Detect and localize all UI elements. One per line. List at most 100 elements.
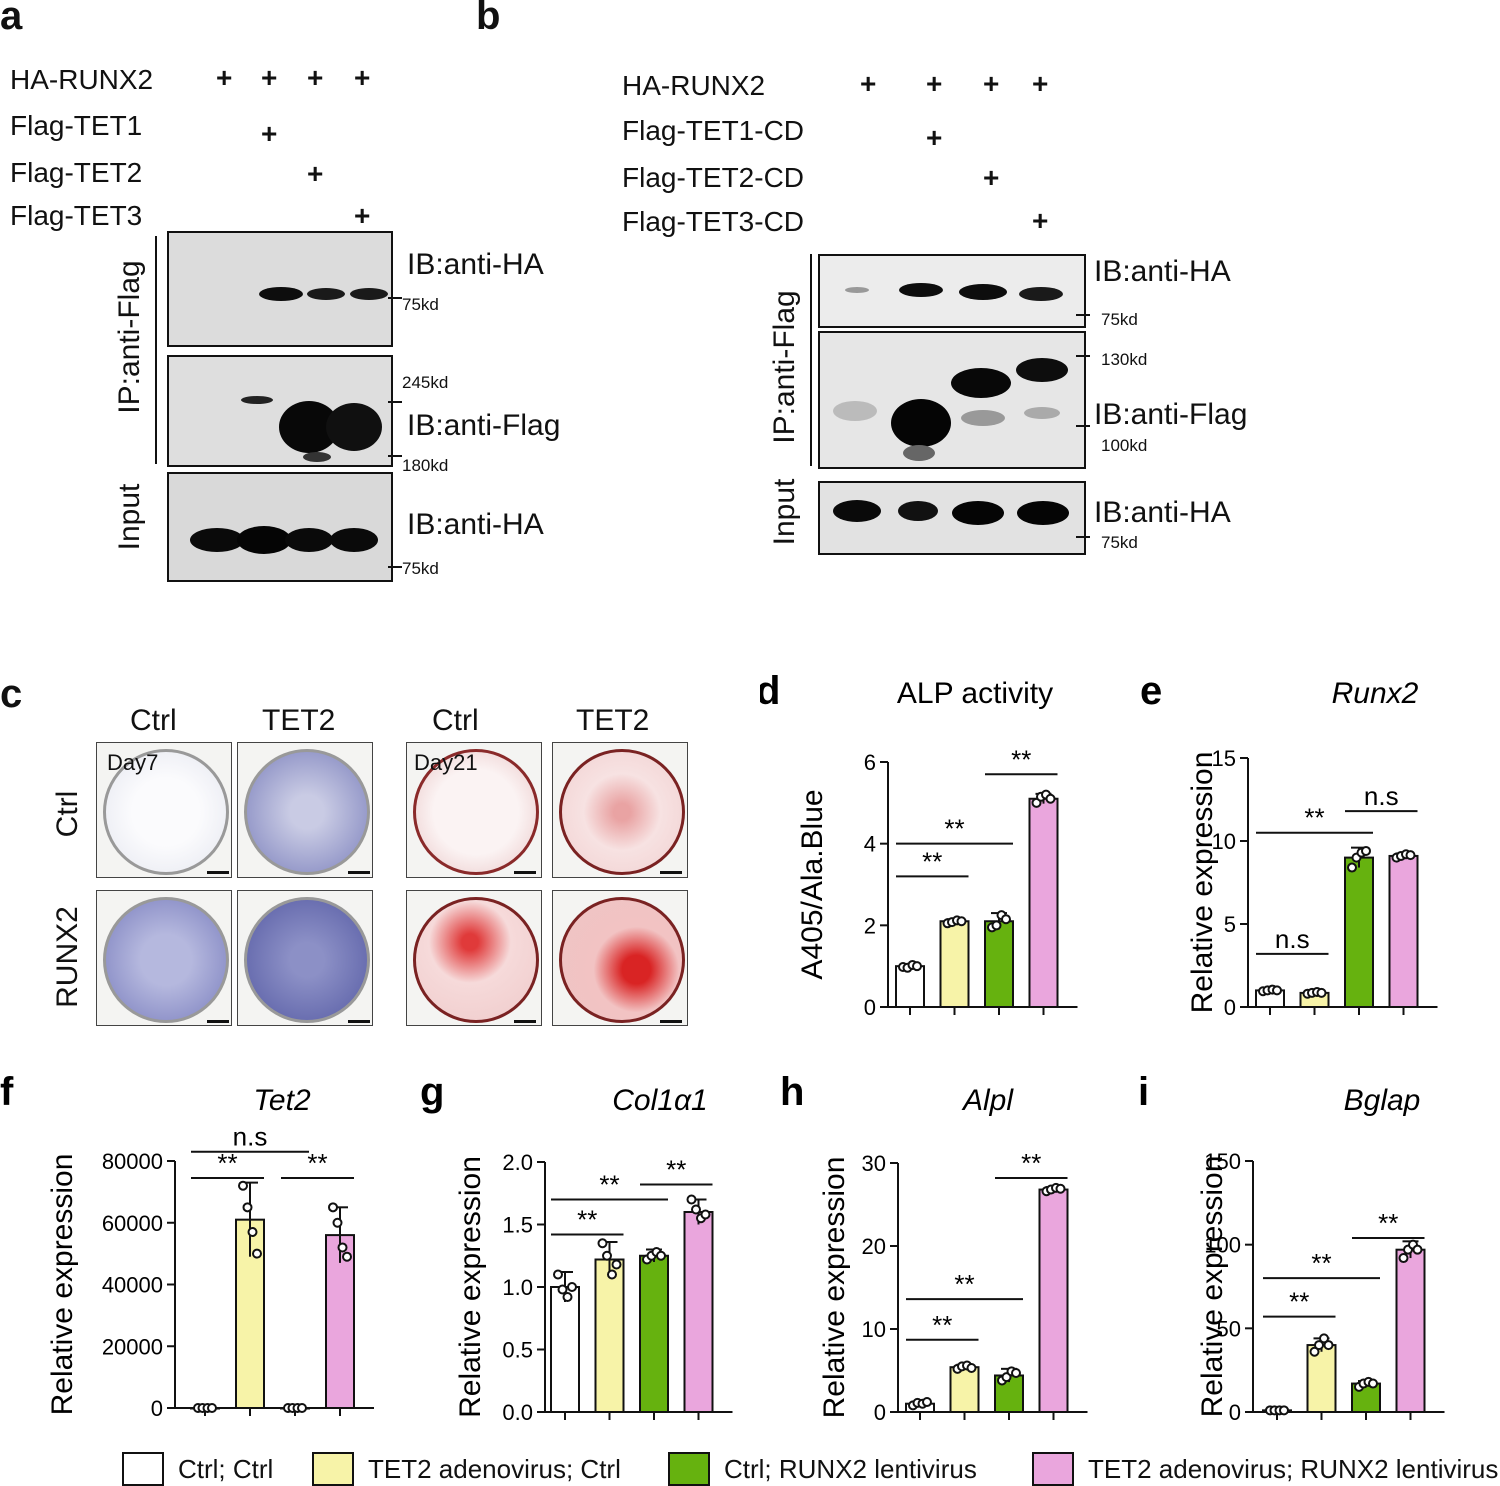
data-point xyxy=(1279,1405,1289,1416)
ib-label: IB:anti-Flag xyxy=(407,409,561,442)
day-label: Day21 xyxy=(414,750,478,775)
condition-label: Flag-TET1 xyxy=(10,110,143,141)
y-tick-label: 100 xyxy=(1204,1233,1241,1258)
plus-sign: + xyxy=(307,158,324,189)
data-point xyxy=(1316,987,1327,998)
bar xyxy=(683,1211,714,1413)
y-axis-label: Relative expression xyxy=(46,1154,79,1416)
y-axis-label: Relative expression xyxy=(454,1156,487,1418)
data-point xyxy=(1347,862,1357,873)
data-point xyxy=(611,1259,622,1270)
scale-bar xyxy=(207,871,229,874)
plus-sign: + xyxy=(216,62,233,93)
plus-sign: + xyxy=(983,162,1000,193)
bar xyxy=(594,1258,625,1413)
data-point xyxy=(207,1402,217,1413)
significance-label: ** xyxy=(1378,1208,1398,1238)
bar xyxy=(1344,856,1374,1008)
data-point xyxy=(342,1251,352,1262)
bar xyxy=(1028,797,1059,1008)
bar xyxy=(984,920,1014,1008)
panel-label: e xyxy=(1140,670,1162,713)
chart-title: Col1α1 xyxy=(612,1084,708,1117)
y-tick-label: 20 xyxy=(862,1234,886,1259)
mw-tick xyxy=(1076,355,1090,357)
bar xyxy=(1395,1248,1426,1413)
data-point xyxy=(1412,1244,1423,1255)
mw-tick xyxy=(1076,314,1090,316)
y-tick-label: 10 xyxy=(862,1317,886,1342)
ib-label: IB:anti-Flag xyxy=(1094,398,1248,431)
alizarin-stain-well xyxy=(406,742,542,878)
legend-label: Ctrl; RUNX2 lentivirus xyxy=(724,1453,977,1484)
data-point xyxy=(562,1292,573,1302)
condition-label: Flag-TET3 xyxy=(10,200,143,231)
significance-label: n.s xyxy=(1364,781,1399,811)
chart-title: Alpl xyxy=(961,1084,1014,1117)
y-tick-label: 20000 xyxy=(102,1334,163,1359)
row-label: Ctrl xyxy=(51,790,84,838)
ip-bracket xyxy=(155,236,157,464)
column-header: Ctrl xyxy=(432,704,479,737)
bar xyxy=(639,1254,669,1413)
data-point xyxy=(1368,1378,1378,1389)
bar xyxy=(939,920,970,1008)
plus-sign: + xyxy=(926,122,943,153)
data-point xyxy=(956,916,967,927)
western-blot-ip-flag xyxy=(818,331,1086,469)
significance-label: n.s xyxy=(1275,924,1310,954)
data-point xyxy=(922,1397,932,1408)
bar xyxy=(895,965,925,1008)
legend-swatch xyxy=(1032,1452,1074,1486)
y-tick-label: 6 xyxy=(864,750,876,775)
data-point xyxy=(966,1363,977,1374)
plus-sign: + xyxy=(926,68,943,99)
plus-sign: + xyxy=(860,68,877,99)
data-point xyxy=(1309,1346,1320,1357)
scale-bar xyxy=(660,1020,682,1023)
mw-label: 75kd xyxy=(1101,310,1138,329)
plus-sign: + xyxy=(307,62,324,93)
data-point xyxy=(328,1202,338,1213)
legend-item: Ctrl; RUNX2 lentivirus xyxy=(668,1452,977,1486)
alp-stain-well xyxy=(96,742,232,878)
data-point xyxy=(607,1269,617,1280)
significance-label: ** xyxy=(577,1205,597,1235)
condition-label: Flag-TET1-CD xyxy=(622,115,805,146)
data-point xyxy=(247,1227,258,1238)
data-point xyxy=(1319,1333,1329,1344)
mw-label: 245kd xyxy=(402,373,449,392)
plus-sign: + xyxy=(354,200,371,231)
bar xyxy=(949,1366,980,1413)
legend-item: TET2 adenovirus; RUNX2 lentivirus xyxy=(1032,1452,1498,1486)
scale-bar xyxy=(514,1020,536,1023)
data-point xyxy=(337,1242,348,1253)
significance-label: ** xyxy=(307,1148,327,1178)
ip-label: IP:anti-Flag xyxy=(768,290,801,444)
significance-label: ** xyxy=(217,1148,237,1178)
western-blot-ip-ha xyxy=(167,231,393,347)
scale-bar xyxy=(348,871,370,874)
significance-label: ** xyxy=(1021,1148,1041,1178)
data-point xyxy=(1405,850,1416,861)
panel-label: f xyxy=(0,1075,14,1114)
legend-label: TET2 adenovirus; Ctrl xyxy=(368,1453,621,1484)
western-blot-input-ha xyxy=(167,472,393,582)
scale-bar xyxy=(207,1020,229,1023)
data-point xyxy=(912,961,922,972)
significance-label: ** xyxy=(1011,744,1031,774)
y-tick-label: 5 xyxy=(1224,912,1236,937)
alp-stain-well xyxy=(237,890,373,1026)
panel-a-label: a xyxy=(0,0,23,38)
y-axis-label: A405/Ala.Blue xyxy=(796,789,829,979)
data-point xyxy=(686,1194,697,1205)
western-blot-input-ha xyxy=(818,481,1086,555)
mw-tick xyxy=(1076,536,1090,538)
plus-sign: + xyxy=(1032,205,1049,236)
y-axis-label: Relative expression xyxy=(1196,1156,1229,1418)
legend-item: Ctrl; Ctrl xyxy=(122,1452,273,1486)
data-point xyxy=(1323,1340,1334,1351)
significance-label: ** xyxy=(932,1310,952,1340)
mw-label: 75kd xyxy=(1101,533,1138,552)
ip-label: IP:anti-Flag xyxy=(113,260,146,414)
